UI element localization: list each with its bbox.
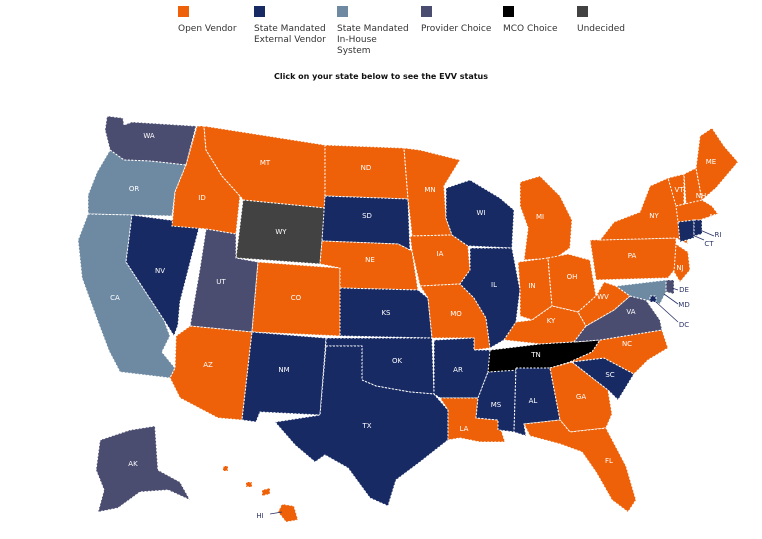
state-hi[interactable] bbox=[222, 465, 299, 523]
label-md: MD bbox=[678, 301, 689, 309]
legend-swatch-mco-choice bbox=[503, 6, 514, 17]
state-ny[interactable] bbox=[598, 177, 689, 245]
md-leader-line bbox=[663, 293, 679, 305]
legend-swatch-undecided bbox=[577, 6, 588, 17]
legend-swatch-state-inhouse bbox=[337, 6, 348, 17]
legend-label-provider-choice: Provider Choice bbox=[421, 24, 492, 34]
state-nm[interactable] bbox=[241, 331, 327, 423]
state-sc[interactable] bbox=[570, 357, 635, 401]
state-ne[interactable] bbox=[319, 240, 419, 291]
legend-item-mco-choice: MCO Choice bbox=[503, 6, 623, 35]
state-il[interactable] bbox=[459, 247, 521, 349]
legend-label-state-external: State Mandated External Vendor bbox=[254, 24, 326, 45]
state-tx[interactable] bbox=[274, 345, 449, 507]
label-ct: CT bbox=[704, 240, 714, 248]
legend-item-provider-choice: Provider Choice bbox=[421, 6, 541, 35]
state-wy[interactable] bbox=[235, 199, 326, 265]
state-ia[interactable] bbox=[409, 234, 471, 287]
ct-leader-line bbox=[689, 233, 705, 241]
state-pa[interactable] bbox=[589, 237, 677, 281]
legend: Open Vendor State Mandated External Vend… bbox=[0, 6, 762, 56]
state-la[interactable] bbox=[439, 397, 506, 443]
legend-swatch-state-external bbox=[254, 6, 265, 17]
label-dc: DC bbox=[679, 321, 689, 329]
state-mt[interactable] bbox=[203, 125, 326, 209]
state-az[interactable] bbox=[169, 325, 253, 421]
hi-leader-line bbox=[269, 511, 283, 515]
legend-label-open-vendor: Open Vendor bbox=[178, 24, 237, 34]
legend-item-undecided: Undecided bbox=[577, 6, 697, 35]
legend-item-state-external: State Mandated External Vendor bbox=[254, 6, 326, 46]
legend-label-undecided: Undecided bbox=[577, 24, 625, 34]
legend-item-state-inhouse: State Mandated In-House System bbox=[337, 6, 409, 57]
dc-leader-line bbox=[655, 301, 679, 323]
legend-swatch-provider-choice bbox=[421, 6, 432, 17]
legend-swatch-open-vendor bbox=[178, 6, 189, 17]
states bbox=[77, 115, 739, 523]
state-nv[interactable] bbox=[125, 214, 201, 338]
state-wa[interactable] bbox=[104, 115, 197, 166]
map-instruction: Click on your state below to see the EVV… bbox=[273, 72, 489, 81]
state-co[interactable] bbox=[251, 261, 341, 337]
legend-label-mco-choice: MCO Choice bbox=[503, 24, 558, 34]
state-wi[interactable] bbox=[445, 179, 515, 249]
state-nc[interactable] bbox=[569, 329, 669, 375]
ri-leader-line bbox=[699, 229, 715, 237]
legend-label-state-inhouse: State Mandated In-House System bbox=[337, 24, 409, 56]
label-de: DE bbox=[679, 286, 689, 294]
de-leader-line bbox=[671, 287, 679, 291]
state-fl[interactable] bbox=[523, 419, 637, 513]
state-dc[interactable] bbox=[649, 295, 657, 303]
legend-item-open-vendor: Open Vendor bbox=[178, 6, 298, 35]
state-ut[interactable] bbox=[189, 228, 259, 333]
state-me[interactable] bbox=[695, 127, 739, 201]
state-id[interactable] bbox=[171, 125, 241, 235]
label-hi: HI bbox=[256, 512, 263, 520]
state-ri[interactable] bbox=[693, 219, 703, 237]
label-ri: RI bbox=[715, 231, 722, 239]
state-nd[interactable] bbox=[324, 144, 409, 200]
state-ga[interactable] bbox=[549, 361, 613, 433]
state-ak[interactable] bbox=[95, 425, 192, 513]
state-mi[interactable] bbox=[519, 175, 573, 261]
state-ks[interactable] bbox=[339, 287, 433, 339]
state-tn[interactable] bbox=[487, 339, 601, 373]
state-de[interactable] bbox=[665, 279, 675, 295]
connectors bbox=[269, 229, 715, 515]
state-nj[interactable] bbox=[673, 243, 691, 283]
state-ct[interactable] bbox=[677, 219, 695, 243]
